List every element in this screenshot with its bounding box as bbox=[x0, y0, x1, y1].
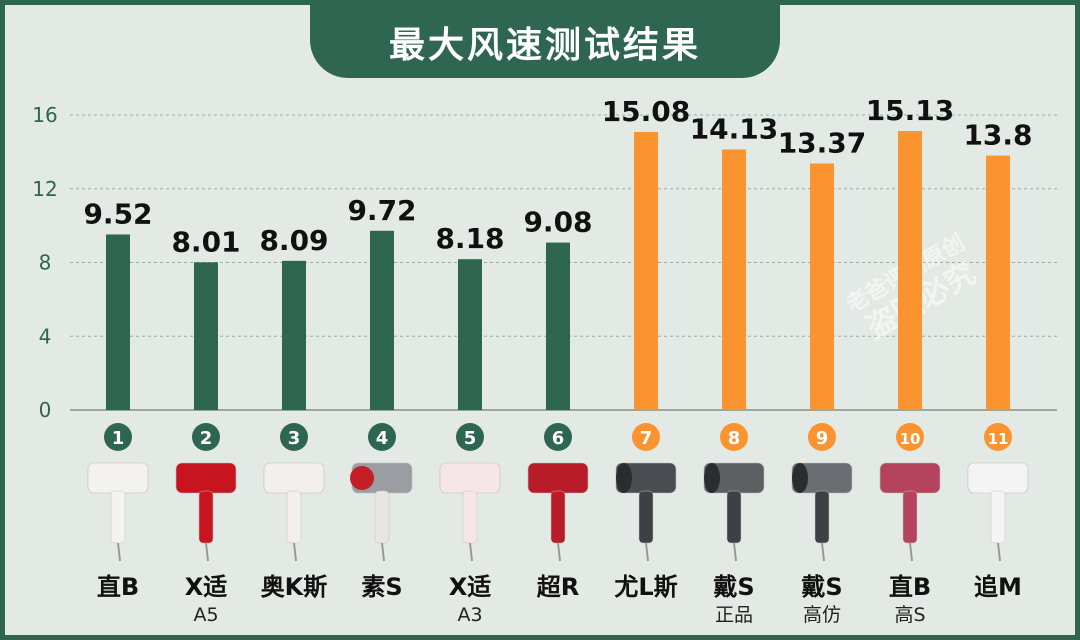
category-label: 素S bbox=[361, 573, 402, 601]
category-sublabel: A5 bbox=[193, 604, 218, 626]
number-badge bbox=[984, 423, 1012, 451]
bar bbox=[722, 149, 746, 410]
number-badge-label: 10 bbox=[900, 430, 921, 448]
hair-dryer-image bbox=[879, 462, 941, 562]
bar-value-label: 13.8 bbox=[963, 119, 1032, 152]
hair-dryer-image bbox=[439, 462, 501, 562]
hair-dryer-image bbox=[791, 462, 853, 562]
y-tick-label: 0 bbox=[39, 398, 52, 422]
category-label: 奥K斯 bbox=[261, 573, 328, 601]
bar-value-label: 9.52 bbox=[83, 197, 152, 230]
number-badge-label: 8 bbox=[728, 428, 741, 449]
title-banner: 最大风速测试结果 bbox=[310, 5, 780, 78]
bar-value-label: 9.72 bbox=[347, 194, 416, 227]
category-label: 尤L斯 bbox=[614, 573, 677, 601]
number-badge-label: 1 bbox=[112, 428, 125, 449]
bar-value-label: 8.09 bbox=[259, 224, 328, 257]
number-badge-label: 2 bbox=[200, 428, 213, 449]
number-badge bbox=[192, 423, 220, 451]
category-label: 超R bbox=[537, 573, 579, 601]
bar bbox=[458, 259, 482, 410]
hair-dryer-image bbox=[350, 462, 413, 562]
bar-chart: 0481216老爸评测原创盗图必究9.521直B8.012X适A58.093奥K… bbox=[32, 94, 1057, 626]
category-label: X适 bbox=[449, 573, 492, 601]
number-badge bbox=[104, 423, 132, 451]
bar bbox=[546, 242, 570, 410]
number-badge bbox=[456, 423, 484, 451]
category-label: 戴S bbox=[801, 573, 842, 601]
bar bbox=[810, 163, 834, 410]
bar bbox=[986, 155, 1010, 410]
number-badge bbox=[720, 423, 748, 451]
hair-dryer-image bbox=[87, 462, 149, 562]
hair-dryer-image bbox=[263, 462, 325, 562]
number-badge-label: 6 bbox=[552, 428, 565, 449]
number-badge bbox=[896, 423, 924, 451]
number-badge bbox=[280, 423, 308, 451]
category-label: 戴S bbox=[713, 573, 754, 601]
category-sublabel: 正品 bbox=[715, 604, 753, 626]
bar-value-label: 13.37 bbox=[778, 126, 867, 159]
number-badge bbox=[632, 423, 660, 451]
bar-value-label: 15.08 bbox=[602, 95, 691, 128]
bar bbox=[898, 131, 922, 410]
number-badge-label: 7 bbox=[640, 428, 653, 449]
bar-value-label: 8.01 bbox=[171, 225, 240, 258]
bar bbox=[370, 230, 394, 410]
y-tick-label: 16 bbox=[32, 103, 57, 127]
bar-value-label: 8.18 bbox=[435, 222, 504, 255]
bar bbox=[194, 262, 218, 410]
bar bbox=[106, 234, 130, 410]
y-tick-label: 8 bbox=[39, 251, 52, 275]
y-tick-label: 4 bbox=[39, 324, 52, 348]
category-sublabel: A3 bbox=[457, 604, 482, 626]
category-sublabel: 高仿 bbox=[803, 604, 841, 626]
category-label: X适 bbox=[185, 573, 228, 601]
category-label: 追M bbox=[974, 573, 1022, 601]
y-tick-label: 12 bbox=[32, 177, 57, 201]
number-badge bbox=[808, 423, 836, 451]
category-sublabel: 高S bbox=[894, 604, 925, 626]
hair-dryer-image bbox=[615, 462, 677, 562]
number-badge-label: 11 bbox=[988, 430, 1009, 448]
category-label: 直B bbox=[97, 573, 139, 601]
hair-dryer-image bbox=[175, 462, 237, 562]
number-badge-label: 5 bbox=[464, 428, 477, 449]
bar bbox=[282, 260, 306, 410]
hair-dryer-image bbox=[527, 462, 589, 562]
hair-dryer-image bbox=[703, 462, 765, 562]
hair-dryer-image bbox=[967, 462, 1029, 562]
bar-value-label: 15.13 bbox=[866, 94, 955, 127]
number-badge-label: 4 bbox=[376, 428, 389, 449]
bar-value-label: 9.08 bbox=[523, 206, 592, 239]
number-badge bbox=[544, 423, 572, 451]
category-label: 直B bbox=[889, 573, 931, 601]
number-badge-label: 3 bbox=[288, 428, 301, 449]
number-badge-label: 9 bbox=[816, 428, 829, 449]
bar bbox=[634, 131, 658, 410]
bar-value-label: 14.13 bbox=[690, 112, 779, 145]
number-badge bbox=[368, 423, 396, 451]
chart-title: 最大风速测试结果 bbox=[388, 24, 701, 66]
